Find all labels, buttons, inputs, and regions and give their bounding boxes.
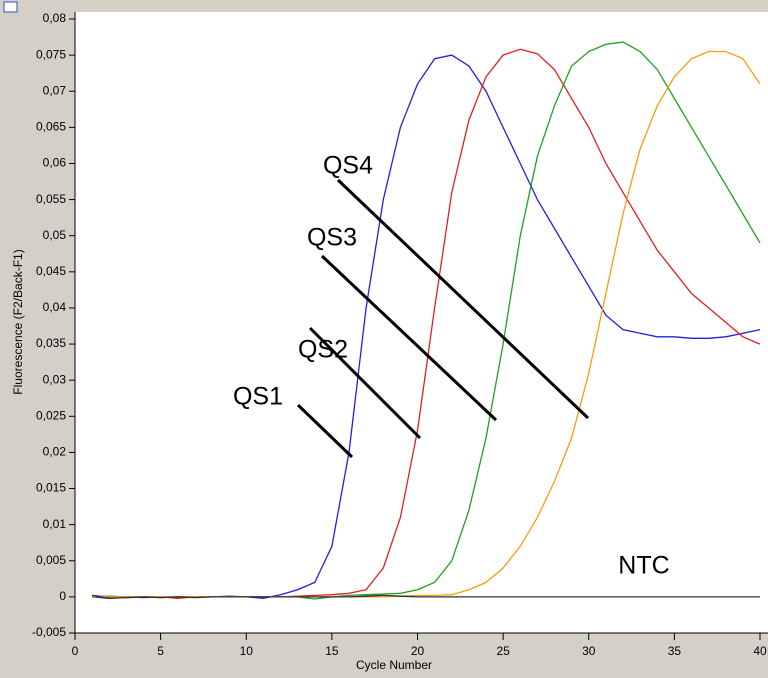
series-annotation: NTC [618,552,669,580]
x-tick-label: 0 [72,644,79,658]
y-tick-label: 0,065 [36,120,66,134]
series-annotation: QS4 [323,152,373,180]
y-tick-label: 0,075 [36,47,66,61]
leader-line [296,403,354,459]
series-annotation: QS1 [233,383,283,411]
y-tick-label: 0,03 [43,372,67,386]
plot-area [75,12,768,633]
x-tick-label: 40 [753,644,767,658]
y-tick-label: 0,07 [43,83,67,97]
y-tick-label: 0,035 [36,336,66,350]
x-tick-label: 30 [582,644,596,658]
leader-line [308,326,422,440]
chart-icon[interactable] [3,1,18,13]
y-tick-label: 0,015 [36,481,66,495]
y-tick-label: 0,08 [43,11,67,25]
leader-line [336,178,590,420]
y-tick-label: 0,055 [36,192,66,206]
y-tick-label: 0 [59,589,66,603]
x-tick-label: 15 [325,644,339,658]
x-tick-label: 5 [157,644,164,658]
y-tick-label: 0,01 [43,517,67,531]
y-tick-label: 0,06 [43,156,67,170]
y-tick-label: 0,02 [43,445,67,459]
x-axis-label: Cycle Number [356,658,432,672]
x-tick-label: 10 [240,644,254,658]
x-tick-label: 20 [411,644,425,658]
x-tick-label: 35 [668,644,682,658]
x-tick-label: 25 [496,644,510,658]
y-tick-label: -0,005 [32,625,66,639]
y-tick-label: 0,05 [43,228,67,242]
series-line [91,594,760,599]
leader-line [320,254,498,422]
y-axis-label: Fluorescence (F2/Back-F1) [11,249,25,394]
series-annotation: QS3 [307,224,357,252]
y-tick-label: 0,04 [43,300,67,314]
y-tick-label: 0,025 [36,408,66,422]
y-tick-label: 0,045 [36,264,66,278]
y-tick-label: 0,005 [36,553,66,567]
